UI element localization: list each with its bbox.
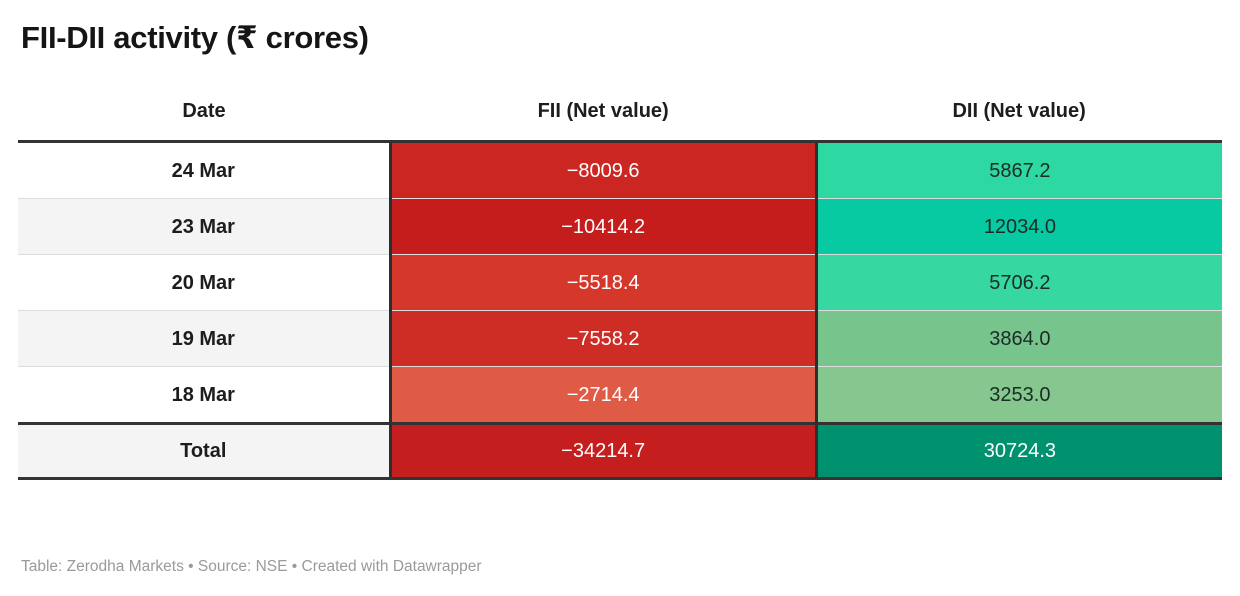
- table-row: 24 Mar −8009.6 5867.2: [18, 140, 1222, 199]
- dii-value-cell: 5867.2: [814, 140, 1222, 199]
- dii-value-cell: 3253.0: [814, 366, 1222, 424]
- date-cell: 24 Mar: [18, 140, 391, 199]
- fii-value-cell: −10414.2: [388, 198, 817, 255]
- date-cell: 23 Mar: [18, 198, 391, 255]
- table-row: 18 Mar −2714.4 3253.0: [18, 366, 1222, 424]
- header-row: Date FII (Net value) DII (Net value): [18, 100, 1222, 142]
- page-title: FII-DII activity (₹ crores): [21, 20, 369, 55]
- table-row: 23 Mar −10414.2 12034.0: [18, 198, 1222, 255]
- column-header-date: Date: [182, 100, 226, 122]
- dii-total-cell: 30724.3: [814, 422, 1222, 480]
- column-header-fii: FII (Net value): [537, 100, 669, 122]
- total-row: Total −34214.7 30724.3: [18, 422, 1222, 480]
- fii-value-cell: −7558.2: [388, 310, 817, 367]
- fii-value-cell: −5518.4: [388, 254, 817, 311]
- dii-value-cell: 5706.2: [814, 254, 1222, 311]
- date-cell: 19 Mar: [18, 310, 391, 367]
- dii-value-cell: 12034.0: [814, 198, 1222, 255]
- fii-value-cell: −2714.4: [388, 366, 817, 424]
- table-row: 20 Mar −5518.4 5706.2: [18, 254, 1222, 311]
- fii-value-cell: −8009.6: [388, 140, 817, 199]
- date-cell: 20 Mar: [18, 254, 391, 311]
- fii-total-cell: −34214.7: [388, 422, 817, 480]
- date-cell: 18 Mar: [18, 366, 391, 424]
- column-header-dii: DII (Net value): [952, 100, 1086, 122]
- total-label-cell: Total: [18, 422, 391, 480]
- dii-value-cell: 3864.0: [814, 310, 1222, 367]
- fii-dii-table: Date FII (Net value) DII (Net value) 24 …: [18, 100, 1222, 480]
- datawrapper-table-page: FII-DII activity (₹ crores) Date FII (Ne…: [18, 20, 1222, 480]
- attribution-footer: Table: Zerodha Markets • Source: NSE • C…: [21, 558, 482, 575]
- table-row: 19 Mar −7558.2 3864.0: [18, 310, 1222, 367]
